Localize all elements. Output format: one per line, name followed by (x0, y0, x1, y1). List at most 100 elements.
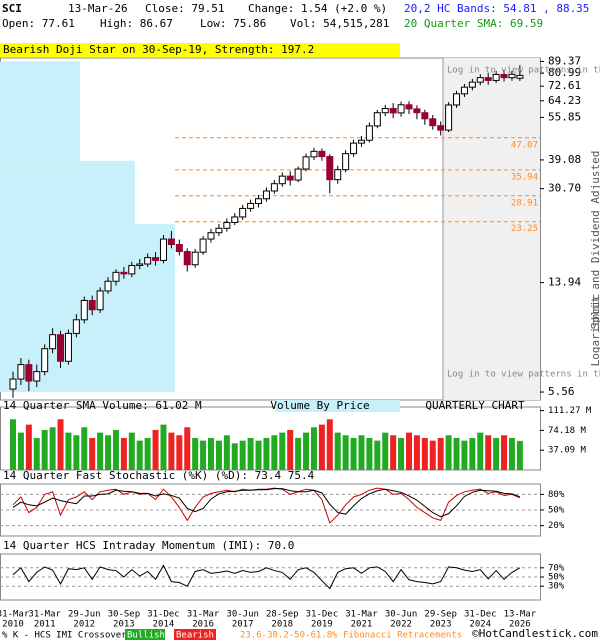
volume-bar (406, 432, 412, 470)
high: High: 86.67 (100, 17, 173, 30)
candle-body (199, 238, 207, 253)
volume-bar (239, 440, 246, 470)
volume-bar (279, 432, 286, 470)
volume-bar (89, 437, 96, 470)
bullish-swatch (125, 629, 165, 640)
y-tick-label: 64.23 (548, 94, 581, 107)
volume-bar (184, 427, 191, 470)
x-tick-label: 30-Jun (385, 610, 418, 620)
volume-bar (208, 437, 214, 470)
volume-bar (334, 432, 341, 470)
volume-by-price-bar (0, 61, 80, 161)
candle-body (334, 169, 342, 181)
candle-body (207, 232, 215, 240)
volume-bar (318, 424, 325, 470)
y-tick-label: 55.85 (548, 110, 581, 123)
pattern-label-bg (0, 43, 400, 57)
volume-bar (168, 432, 175, 470)
candle-body (445, 104, 453, 131)
volume-bar (437, 437, 444, 470)
candle-body (405, 104, 413, 110)
y-tick-label: 72.61 (548, 79, 581, 92)
candle-body (152, 257, 160, 261)
candle-body (215, 227, 223, 234)
candle-body (373, 112, 381, 127)
y-tick-label: 80% (548, 490, 565, 500)
candle-body (350, 142, 358, 155)
volume-bar (57, 419, 64, 470)
volume-bar (398, 437, 405, 470)
volume-bar (255, 440, 262, 470)
candle-body (468, 81, 476, 88)
volume: Vol: 54,515,281 (290, 17, 389, 30)
candle-body (80, 299, 88, 321)
candle-body (381, 107, 389, 114)
volume-bar (382, 432, 389, 470)
volume-bar (461, 440, 468, 470)
x-tick-label: 2026 (509, 620, 531, 630)
y-tick-label: 20% (548, 521, 565, 531)
x-tick-label: 31-Mar (0, 610, 30, 620)
panel-title: 14 Quarter HCS Intraday Momentum (IMI): … (3, 539, 294, 552)
volume-bar (176, 435, 183, 470)
x-tick-label: 29-Sep (424, 610, 457, 620)
side-label: Logarithmic (589, 294, 600, 367)
footer-legend: % K - HCS IMI Crossover, (2, 631, 132, 640)
volume-bar (271, 435, 278, 470)
change: Change: 1.54 (+2.0 %) (248, 2, 387, 15)
volume-bar (105, 435, 112, 470)
volume-bar (128, 432, 135, 470)
candle-body (223, 221, 231, 229)
x-tick-label: 2011 (34, 620, 56, 630)
open: Open: 77.61 (2, 17, 75, 30)
y-tick-label: 30.70 (548, 182, 581, 195)
volume-bar (73, 435, 80, 470)
volume-bar (508, 437, 515, 470)
candle-body (492, 73, 500, 81)
x-tick-label: 2022 (390, 620, 412, 630)
x-tick-label: 29-Jun (68, 610, 101, 620)
candle-body (64, 332, 72, 362)
candle-body (25, 364, 33, 382)
y-tick-label: 13.94 (548, 276, 581, 289)
volume-bar (144, 437, 151, 470)
y-tick-label: 80.99 (548, 66, 581, 79)
volume-bar (97, 432, 104, 470)
y-tick-label: 37.09 M (548, 446, 587, 456)
volume-bar (390, 435, 397, 470)
x-tick-label: 2023 (430, 620, 452, 630)
x-tick-label: 30-Sep (108, 610, 141, 620)
volume-bar (303, 432, 310, 470)
candle-body (302, 156, 310, 170)
fib-label: 23.25 (511, 224, 538, 234)
volume-bar (366, 437, 373, 470)
x-tick-label: 31-Mar (28, 610, 61, 620)
login-area (443, 58, 540, 400)
volume-bar (247, 437, 254, 470)
candle-body (357, 139, 365, 144)
candle-body (128, 264, 136, 275)
x-tick-label: 2017 (232, 620, 254, 630)
annotation: Log in to view patterns in this area (447, 66, 600, 76)
candle-body (270, 183, 278, 192)
symbol: SCI (2, 2, 22, 15)
volume-bar (453, 437, 460, 470)
panel-title: 14 Quarter SMA Volume: 61.02 M (3, 399, 202, 412)
y-tick-label: 50% (548, 573, 565, 583)
x-tick-label: 2010 (2, 620, 24, 630)
candle-body (365, 125, 373, 141)
volume-bar (477, 432, 484, 470)
candle-body (460, 86, 468, 95)
volume-bar (49, 427, 56, 470)
candle-body (294, 168, 302, 181)
indicator-line (12, 488, 521, 518)
candle-body (389, 107, 397, 114)
candle-body (183, 251, 191, 266)
credit: ©HotCandlestick.com (472, 627, 598, 640)
volume-bar (287, 429, 294, 470)
candle-body (72, 319, 80, 334)
x-tick-label: 2013 (113, 620, 135, 630)
panel-subtitle: Volume By Price (270, 399, 369, 412)
candle-body (516, 74, 524, 79)
